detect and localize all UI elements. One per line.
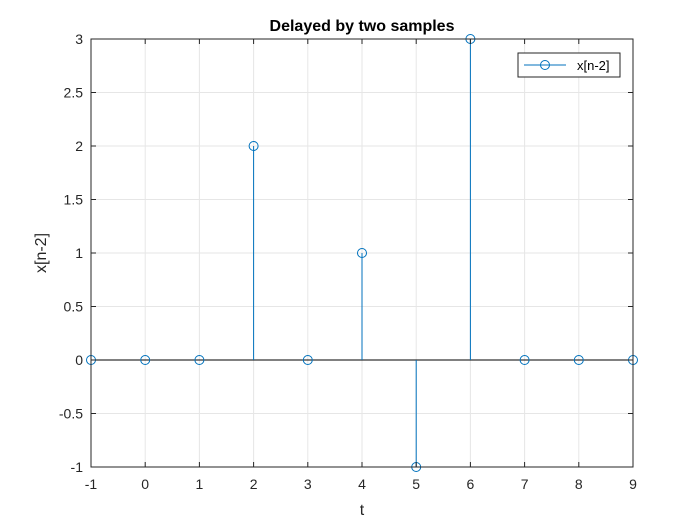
x-tick-label: 6 — [467, 476, 475, 492]
x-tick-label: -1 — [85, 476, 98, 492]
x-tick-label: 3 — [304, 476, 312, 492]
legend-marker-swatch — [540, 60, 550, 70]
x-tick-label: 2 — [250, 476, 258, 492]
y-tick-label: -1 — [71, 459, 84, 475]
x-tick-label: 5 — [412, 476, 420, 492]
x-tick-label: 0 — [141, 476, 149, 492]
stem-marker — [357, 248, 367, 258]
y-tick-label: 3 — [75, 31, 83, 47]
y-axis-label: x[n-2] — [33, 233, 50, 273]
stem-marker — [140, 355, 151, 365]
legend-label: x[n-2] — [577, 58, 610, 73]
chart-title: Delayed by two samples — [270, 18, 455, 35]
y-tick-label: 2.5 — [64, 85, 84, 101]
x-axis-label: t — [360, 502, 365, 519]
stem-marker — [573, 355, 584, 365]
y-tick-label: 2 — [75, 138, 83, 154]
y-tick-label: 0.5 — [64, 299, 84, 315]
x-tick-label: 9 — [629, 476, 637, 492]
stem-marker — [194, 355, 205, 365]
y-tick-label: 0 — [75, 352, 83, 368]
x-tick-label: 4 — [358, 476, 366, 492]
stem-marker — [302, 355, 313, 365]
x-tick-label: 1 — [196, 476, 204, 492]
y-tick-label: 1.5 — [64, 192, 84, 208]
x-tick-label: 8 — [575, 476, 583, 492]
axis-ticks — [90, 38, 634, 468]
stem-marker — [248, 141, 259, 151]
stem-marker — [519, 355, 530, 365]
x-tick-label: 7 — [521, 476, 529, 492]
y-tick-label: -0.5 — [59, 406, 83, 422]
legend: x[n-2] — [517, 52, 621, 78]
y-tick-label: 1 — [75, 245, 83, 261]
